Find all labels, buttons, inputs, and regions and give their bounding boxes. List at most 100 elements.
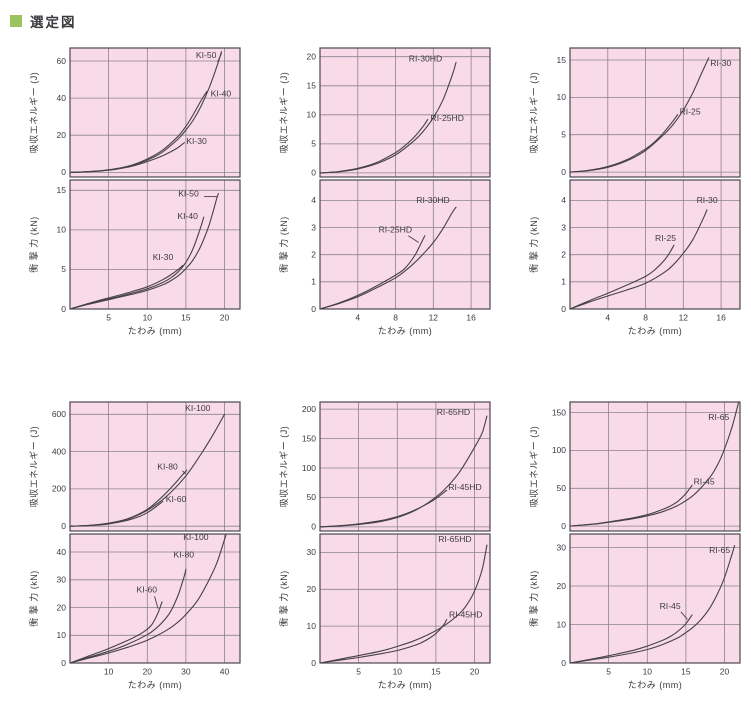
series-label-KI-80: KI-80 — [157, 462, 178, 472]
plot-border — [319, 401, 491, 532]
series-label-RI-30: RI-30 — [710, 58, 731, 68]
y-axis-label: 吸収エネルギー (J) — [528, 72, 539, 154]
series-label-KI-100: KI-100 — [183, 532, 209, 542]
x-tick-label: 5 — [106, 313, 111, 323]
series-label-KI-30: KI-30 — [153, 252, 174, 262]
series-label-RI-30HD: RI-30HD — [409, 53, 442, 63]
plot-area — [70, 48, 240, 177]
series-label-RI-25: RI-25 — [655, 233, 676, 243]
y-tick-label: 20 — [307, 52, 317, 62]
plot-border — [69, 401, 241, 532]
section-bullet-icon — [10, 15, 22, 27]
y-tick-label: 4 — [311, 195, 316, 205]
curve-RI-65 — [569, 545, 736, 664]
plot-border — [69, 533, 241, 664]
x-axis-label: たわみ (mm) — [628, 680, 683, 690]
page-header: 選定図 — [0, 0, 751, 32]
chart-panel-ki-small: 0 20 40 60 KI-50 KI-40 KI-30 吸収エネルギー (J) 0 5 10 15 K… — [28, 47, 241, 336]
series-label-leader — [217, 53, 222, 63]
series-label-KI-100: KI-100 — [185, 403, 211, 413]
y-tick-label: 0 — [61, 304, 66, 314]
y-tick-label: 10 — [307, 621, 317, 631]
y-axis-label: 衝 撃 力 (kN) — [528, 570, 539, 627]
plot-border — [319, 47, 491, 178]
series-label-RI-45: RI-45 — [694, 477, 715, 487]
plot-area — [570, 48, 740, 177]
energy-chart: 0 200 400 600 KI-100 KI-80 KI-60 吸収エネルギー (J) — [28, 401, 241, 532]
x-tick-label: 20 — [470, 667, 480, 677]
force-chart: 0 10 20 30 40 KI-100 KI-80 KI-60 衝 撃 力 (kN) 10 20 3… — [28, 532, 241, 690]
plot-border — [569, 533, 741, 664]
series-label-RI-30HD: RI-30HD — [416, 195, 449, 205]
y-tick-label: 10 — [57, 630, 67, 640]
series-label-leader — [182, 470, 186, 475]
series-label-KI-60: KI-60 — [166, 494, 187, 504]
x-axis-label: たわみ (mm) — [378, 326, 433, 336]
x-tick-label: 30 — [181, 667, 191, 677]
series-label-RI-45HD: RI-45HD — [449, 610, 482, 620]
chart-panel-ri-large: 0 50 100 150 RI-65 RI-45 吸収エネルギー (J) 0 10 20 30 RI-… — [528, 401, 741, 690]
curve-KI-100 — [69, 534, 227, 664]
curve-RI-45 — [569, 484, 693, 527]
x-tick-label: 10 — [393, 667, 403, 677]
y-axis-label: 吸収エネルギー (J) — [278, 72, 289, 154]
plot-area — [570, 534, 740, 663]
plot-border — [319, 533, 491, 664]
chart-panel-ki-large: 0 200 400 600 KI-100 KI-80 KI-60 吸収エネルギー (J) 0 10… — [28, 401, 241, 690]
y-tick-label: 10 — [57, 225, 67, 235]
plot-border — [569, 179, 741, 310]
chart-grid: 0 20 40 60 KI-50 KI-40 KI-30 吸収エネルギー (J) 0 5 10 15 K… — [26, 40, 751, 694]
y-tick-label: 600 — [52, 409, 66, 419]
y-tick-label: 15 — [557, 55, 567, 65]
series-label-KI-40: KI-40 — [177, 211, 198, 221]
plot-area — [320, 534, 490, 663]
y-tick-label: 0 — [311, 168, 316, 178]
y-tick-label: 50 — [307, 492, 317, 502]
curve-RI-25HD — [319, 118, 429, 174]
y-tick-label: 400 — [52, 446, 66, 456]
y-tick-label: 30 — [307, 547, 317, 557]
y-tick-label: 0 — [311, 658, 316, 668]
plot-area — [320, 48, 490, 177]
y-tick-label: 5 — [311, 139, 316, 149]
y-tick-label: 60 — [57, 56, 67, 66]
y-axis-label: 吸収エネルギー (J) — [28, 72, 39, 154]
y-tick-label: 10 — [307, 110, 317, 120]
y-tick-label: 2 — [561, 250, 566, 260]
x-axis-label: たわみ (mm) — [378, 680, 433, 690]
plot-border — [569, 47, 741, 178]
series-label-RI-30: RI-30 — [697, 195, 718, 205]
y-tick-label: 20 — [57, 602, 67, 612]
plot-area — [570, 180, 740, 309]
x-tick-label: 20 — [143, 667, 153, 677]
y-tick-label: 150 — [302, 433, 316, 443]
curve-KI-40 — [69, 216, 205, 310]
series-label-KI-50: KI-50 — [178, 189, 199, 199]
y-tick-label: 30 — [57, 575, 67, 585]
curve-RI-45HD — [319, 618, 448, 664]
curve-RI-25 — [569, 244, 675, 310]
plot-border — [569, 401, 741, 532]
y-tick-label: 0 — [561, 521, 566, 531]
y-tick-label: 2 — [311, 250, 316, 260]
y-axis-label: 吸収エネルギー (J) — [28, 426, 39, 508]
curve-RI-65HD — [319, 544, 488, 664]
y-tick-label: 3 — [311, 222, 316, 232]
y-tick-label: 15 — [307, 81, 317, 91]
y-tick-label: 15 — [57, 185, 67, 195]
y-tick-label: 0 — [561, 658, 566, 668]
plot-border — [69, 47, 241, 178]
plot-area — [320, 402, 490, 531]
plot-border — [319, 179, 491, 310]
series-label-RI-25HD: RI-25HD — [431, 113, 464, 123]
series-label-KI-30: KI-30 — [186, 136, 207, 146]
force-chart: 0 10 20 30 RI-65 RI-45 衝 撃 力 (kN) 5 10 15 20 たわみ (m… — [528, 533, 741, 690]
series-label-leader — [408, 235, 419, 243]
x-tick-label: 15 — [431, 667, 441, 677]
x-tick-label: 15 — [681, 667, 691, 677]
x-tick-label: 10 — [104, 667, 114, 677]
y-tick-label: 30 — [557, 542, 567, 552]
